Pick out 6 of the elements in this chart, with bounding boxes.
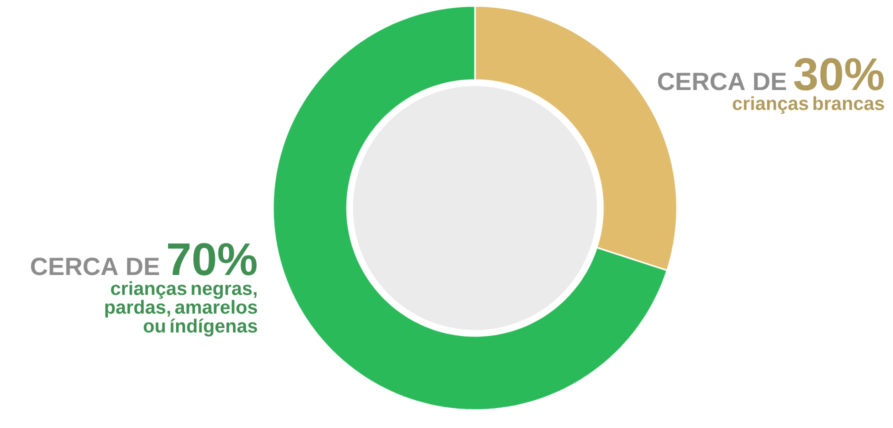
data-label: 30% xyxy=(794,58,884,91)
slice-label: crianças brancas xyxy=(732,96,884,114)
text: CERCA DE xyxy=(658,72,786,90)
slice-label: crianças negras, pardas, amarelos ou índígenas xyxy=(105,281,258,336)
text: CERCA DE xyxy=(31,258,160,276)
data-label: 70% xyxy=(168,243,257,276)
